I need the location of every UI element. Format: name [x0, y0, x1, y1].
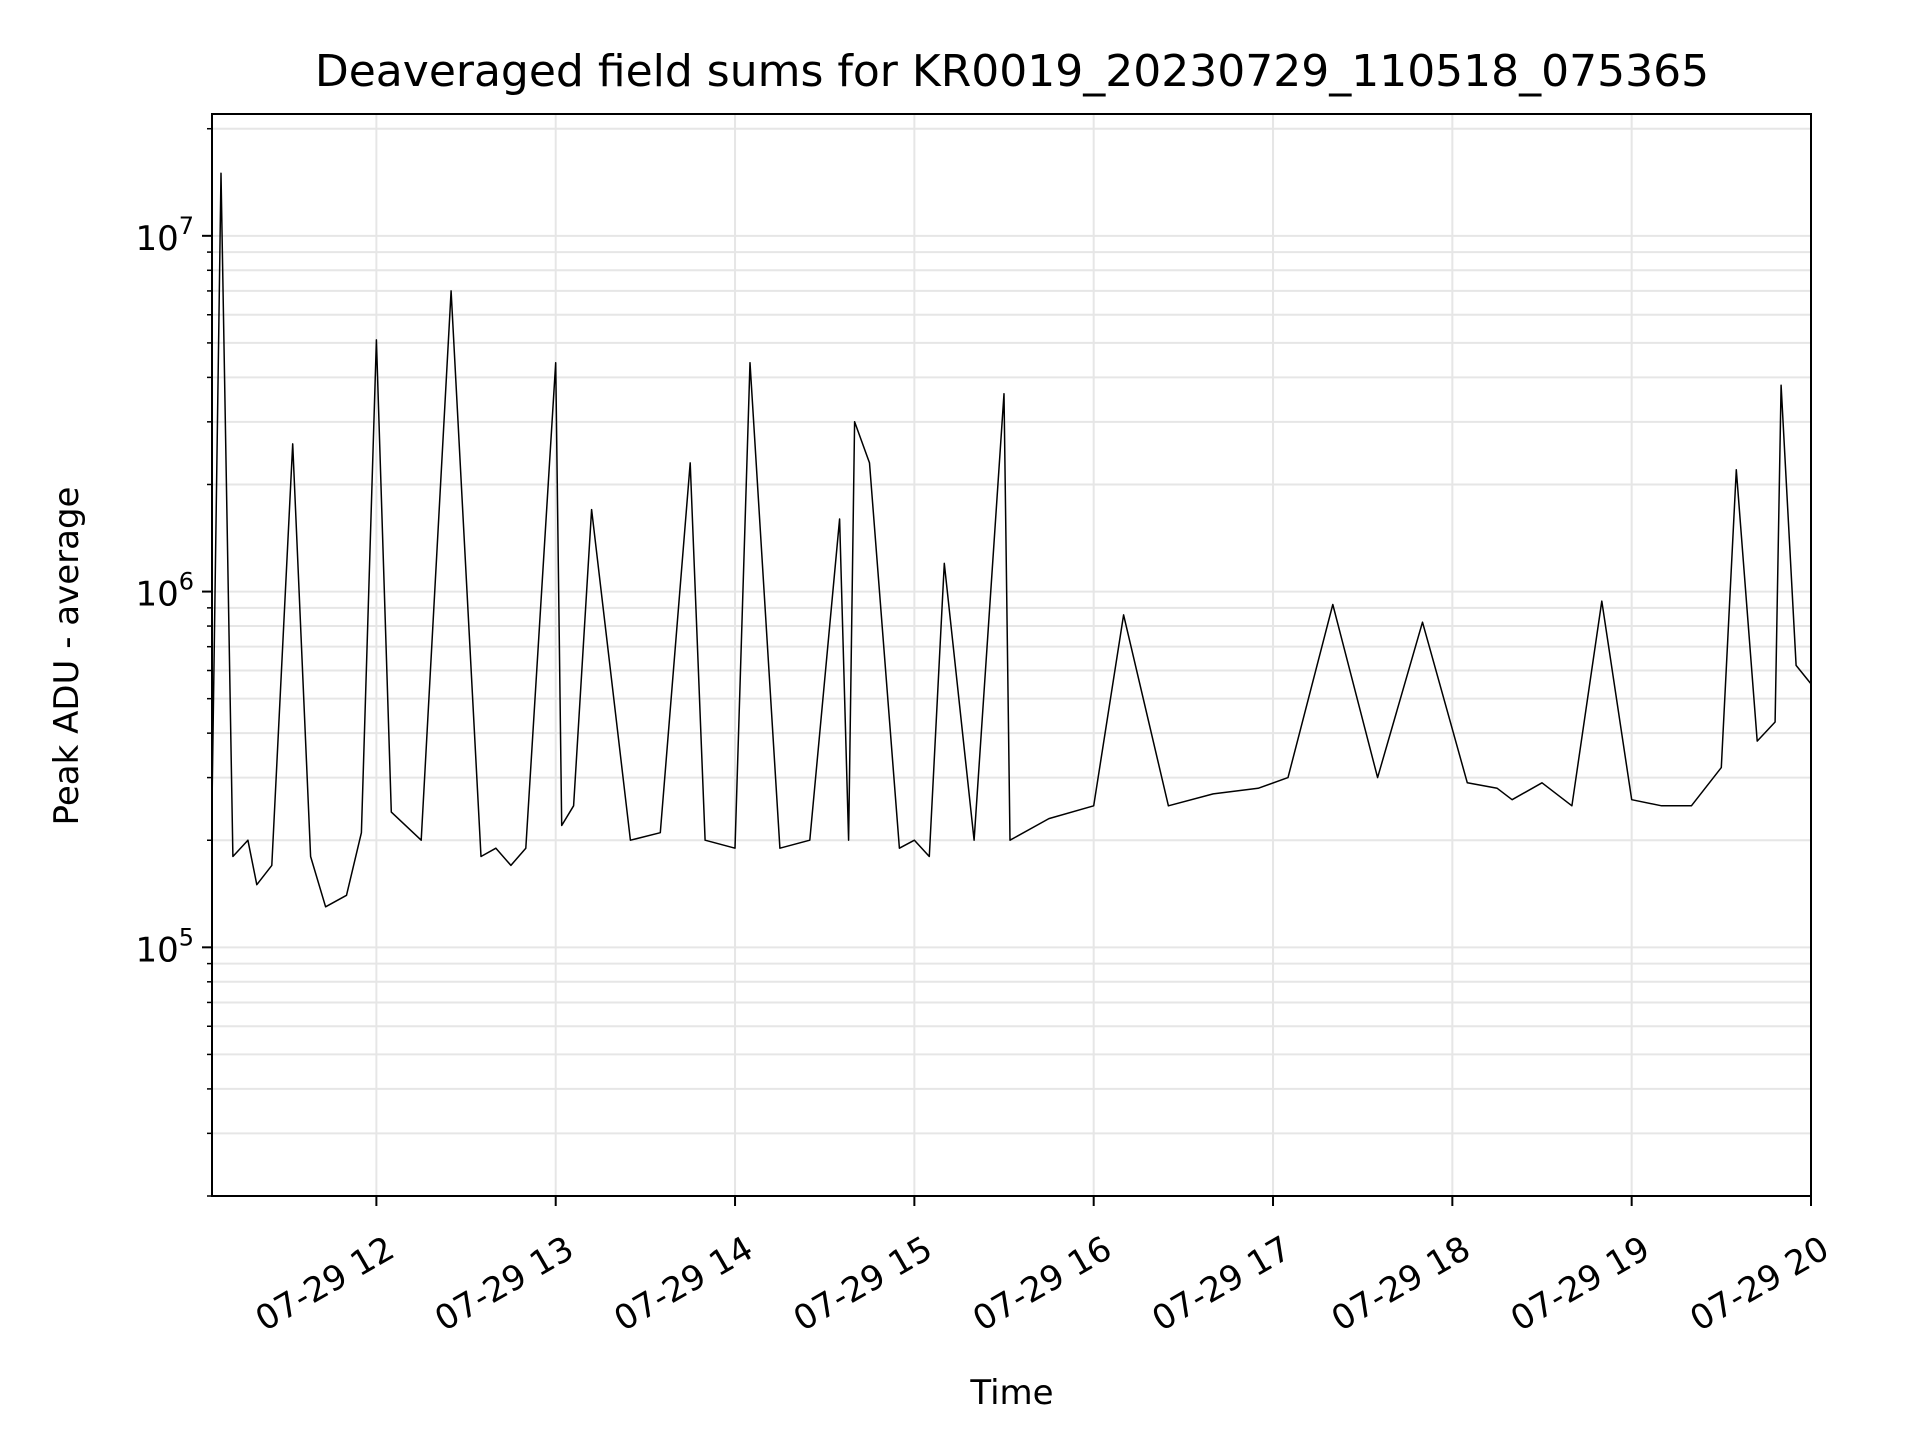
y-tick-label: 107 — [135, 212, 194, 259]
series-line-0 — [211, 172, 1812, 908]
y-axis-label: Peak ADU - average — [47, 487, 87, 826]
axes-frame — [211, 113, 1812, 1197]
y-tick-label: 105 — [135, 923, 194, 970]
chart-title: Deaveraged field sums for KR0019_2023072… — [315, 46, 1709, 97]
y-tick-label: 106 — [135, 568, 194, 615]
series-layer — [211, 172, 1812, 908]
grid — [212, 114, 1812, 1197]
x-axis-label: Time — [969, 1373, 1053, 1413]
